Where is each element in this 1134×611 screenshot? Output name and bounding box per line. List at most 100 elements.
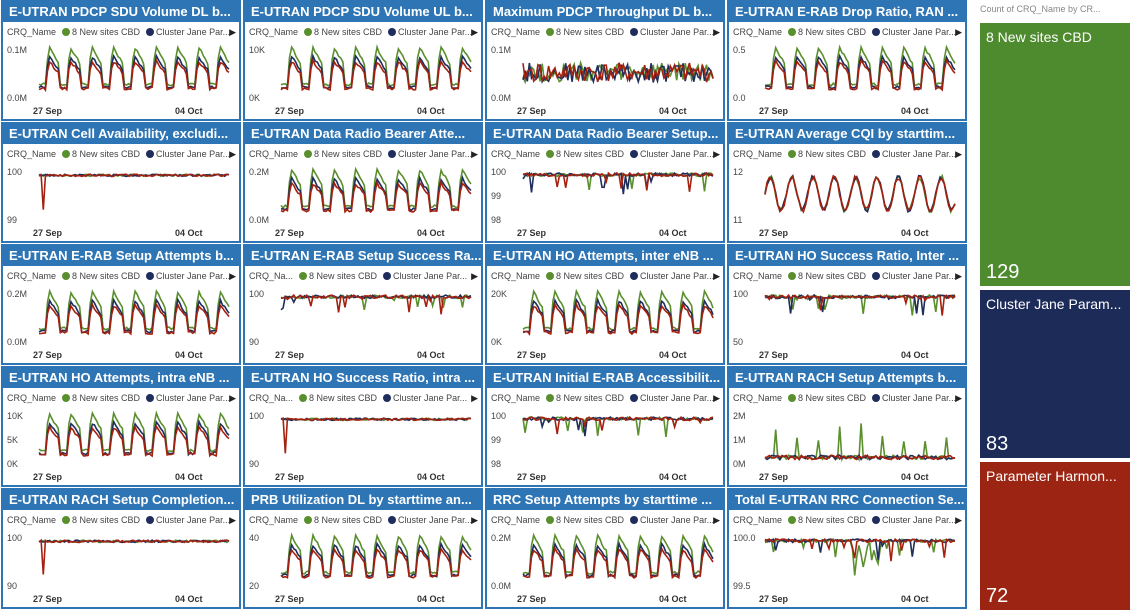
series-line (280, 417, 472, 454)
legend-next-arrow-icon[interactable]: ▶ (955, 27, 962, 37)
legend-next-arrow-icon[interactable]: ▶ (713, 149, 720, 159)
chart-tile[interactable]: RRC Setup Attempts by starttime ... CRQ_N… (485, 488, 725, 609)
series-line (38, 288, 230, 332)
legend-dot-icon (630, 516, 639, 524)
legend-next-arrow-icon[interactable]: ▶ (713, 27, 720, 37)
legend-field-label: CRQ_Name (7, 271, 57, 281)
series-line (38, 410, 230, 454)
chart-tile[interactable]: Total E-UTRAN RRC Connection Se... CRQ_Na… (727, 488, 967, 609)
legend-next-arrow-icon[interactable]: ▶ (955, 271, 962, 281)
x-tick-label: 27 Sep (517, 228, 547, 238)
chart-tile[interactable]: E-UTRAN PDCP SDU Volume DL b... CRQ_Name 8… (1, 0, 241, 121)
x-tick-label: 27 Sep (517, 472, 547, 482)
legend-next-arrow-icon[interactable]: ▶ (471, 515, 478, 525)
series-line (280, 174, 472, 212)
x-tick-label: 27 Sep (517, 106, 547, 116)
chart-tile[interactable]: E-UTRAN HO Attempts, intra eNB ... CRQ_Na… (1, 366, 241, 487)
legend-next-arrow-icon[interactable]: ▶ (471, 393, 478, 403)
chart-tile[interactable]: E-UTRAN HO Success Ratio, Inter ... CRQ_N… (727, 244, 967, 365)
legend-field-label: CRQ_Name (7, 393, 57, 403)
legend-series-name: Cluster Jane Par... (156, 27, 231, 37)
treemap-tile[interactable]: Parameter Harmon... 72 (979, 461, 1131, 611)
treemap-label: 8 New sites CBD (986, 29, 1092, 45)
legend-dot-icon (788, 272, 797, 280)
chart-tile[interactable]: E-UTRAN Average CQI by starttim... CRQ_Na… (727, 122, 967, 243)
line-chart: 0.2M 0.0M 27 Sep 04 Oct (491, 532, 714, 604)
series-line (764, 537, 956, 562)
legend-next-arrow-icon[interactable]: ▶ (229, 149, 236, 159)
y-tick-label: 99.5 (733, 581, 751, 591)
chart-title: E-UTRAN Data Radio Bearer Atte... (245, 124, 481, 144)
legend-dot-icon (304, 28, 313, 36)
series-line (764, 454, 956, 461)
legend-series-name: 8 New sites CBD (72, 271, 141, 281)
legend-next-arrow-icon[interactable]: ▶ (955, 149, 962, 159)
chart-tile[interactable]: E-UTRAN RACH Setup Completion... CRQ_Name… (1, 488, 241, 609)
legend-series-name: Cluster Jane Par... (882, 515, 957, 525)
legend-field-label: CRQ_Name (7, 149, 57, 159)
chart-tile[interactable]: PRB Utilization DL by starttime an... CRQ… (243, 488, 483, 609)
series-line (38, 57, 230, 93)
x-tick-label: 27 Sep (759, 350, 789, 360)
chart-tile[interactable]: E-UTRAN Data Radio Bearer Setup... CRQ_Na… (485, 122, 725, 243)
chart-tile[interactable]: E-UTRAN E-RAB Drop Ratio, RAN ... CRQ_Nam… (727, 0, 967, 121)
chart-tile[interactable]: E-UTRAN PDCP SDU Volume UL b... CRQ_Name 8… (243, 0, 483, 121)
chart-tile[interactable]: E-UTRAN Cell Availability, excludi... CRQ… (1, 122, 241, 243)
chart-tile[interactable]: E-UTRAN E-RAB Setup Attempts b... CRQ_Nam… (1, 244, 241, 365)
legend-next-arrow-icon[interactable]: ▶ (471, 271, 478, 281)
y-tick-label: 0.2M (249, 167, 269, 177)
treemap-tile[interactable]: 8 New sites CBD 129 (979, 22, 1131, 287)
chart-tile[interactable]: E-UTRAN HO Success Ratio, intra ... CRQ_N… (243, 366, 483, 487)
legend-series-name: 8 New sites CBD (309, 271, 378, 281)
chart-tile[interactable]: Maximum PDCP Throughput DL b... CRQ_Name 8… (485, 0, 725, 121)
legend-next-arrow-icon[interactable]: ▶ (229, 393, 236, 403)
chart-title: Maximum PDCP Throughput DL b... (487, 2, 723, 22)
legend-next-arrow-icon[interactable]: ▶ (955, 515, 962, 525)
chart-tile[interactable]: E-UTRAN RACH Setup Attempts b... CRQ_Name… (727, 366, 967, 487)
legend-next-arrow-icon[interactable]: ▶ (713, 271, 720, 281)
chart-tile[interactable]: E-UTRAN HO Attempts, inter eNB ... CRQ_Na… (485, 244, 725, 365)
legend-next-arrow-icon[interactable]: ▶ (229, 515, 236, 525)
legend-dot-icon (788, 394, 797, 402)
legend-next-arrow-icon[interactable]: ▶ (955, 393, 962, 403)
legend-dot-icon (304, 150, 313, 158)
chart-legend: CRQ_Name 8 New sites CBD Cluster Jane Par.… (487, 510, 723, 530)
y-tick-label: 90 (7, 581, 17, 591)
legend-series-name: 8 New sites CBD (798, 393, 867, 403)
legend-field-label: CRQ_Name (7, 515, 57, 525)
legend-dot-icon (62, 272, 71, 280)
y-tick-label: 5K (7, 435, 18, 445)
series-line (522, 171, 714, 192)
legend-field-label: CRQ_Name (491, 515, 541, 525)
line-chart: 20K 0K 27 Sep 04 Oct (491, 288, 714, 360)
legend-series-name: Cluster Jane Par... (398, 27, 473, 37)
chart-legend: CRQ_Name 8 New sites CBD Cluster Jane Par.… (729, 388, 965, 408)
chart-tile[interactable]: E-UTRAN Initial E-RAB Accessibilit... CRQ… (485, 366, 725, 487)
legend-next-arrow-icon[interactable]: ▶ (229, 27, 236, 37)
legend-next-arrow-icon[interactable]: ▶ (713, 515, 720, 525)
x-tick-label: 27 Sep (517, 350, 547, 360)
treemap-tile[interactable]: Cluster Jane Param... 83 (979, 289, 1131, 459)
x-tick-label: 27 Sep (275, 472, 305, 482)
chart-tile[interactable]: E-UTRAN Data Radio Bearer Atte... CRQ_Nam… (243, 122, 483, 243)
legend-series-name: 8 New sites CBD (798, 515, 867, 525)
series-line (280, 546, 472, 579)
legend-series-name: Cluster Jane Par... (156, 393, 231, 403)
y-tick-label: 20K (491, 289, 507, 299)
x-tick-label: 27 Sep (759, 594, 789, 604)
chart-legend: CRQ_Name 8 New sites CBD Cluster Jane Par.… (3, 144, 239, 164)
chart-tile[interactable]: E-UTRAN E-RAB Setup Success Ra... CRQ_Na.… (243, 244, 483, 365)
y-tick-label: 0.0M (7, 337, 27, 347)
legend-next-arrow-icon[interactable]: ▶ (229, 271, 236, 281)
series-line (764, 423, 956, 462)
x-tick-label: 04 Oct (901, 472, 929, 482)
y-tick-label: 90 (249, 337, 259, 347)
legend-next-arrow-icon[interactable]: ▶ (471, 149, 478, 159)
legend-series-name: Cluster Jane Par... (156, 515, 231, 525)
y-tick-label: 12 (733, 167, 743, 177)
chart-title: E-UTRAN E-RAB Setup Attempts b... (3, 246, 239, 266)
legend-next-arrow-icon[interactable]: ▶ (471, 27, 478, 37)
y-tick-label: 11 (733, 215, 742, 225)
treemap-count: 129 (986, 261, 1020, 283)
legend-next-arrow-icon[interactable]: ▶ (713, 393, 720, 403)
